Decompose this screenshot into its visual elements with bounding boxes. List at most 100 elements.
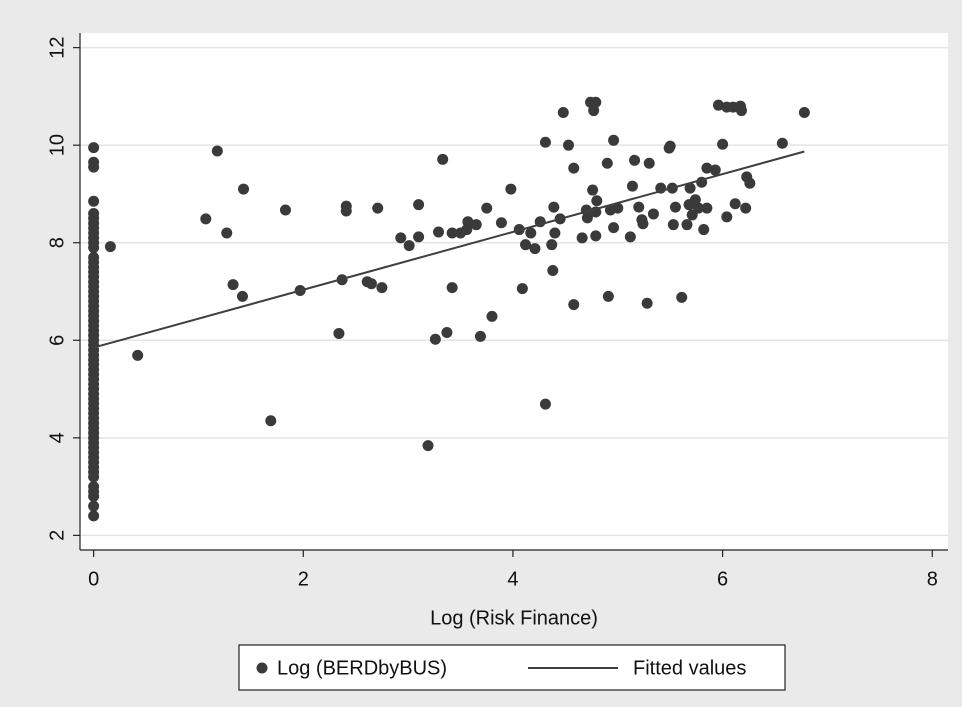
legend-label: Fitted values: [633, 657, 746, 679]
point: [520, 239, 532, 251]
point: [701, 162, 713, 174]
point: [709, 164, 721, 176]
point: [721, 211, 733, 223]
point: [539, 398, 551, 410]
x-axis-label: Log (Risk Finance): [430, 607, 598, 629]
point: [601, 157, 613, 169]
point: [340, 205, 352, 217]
point: [568, 162, 580, 174]
point: [486, 310, 498, 322]
point: [211, 145, 223, 157]
point: [701, 202, 713, 214]
point: [637, 218, 649, 230]
point: [525, 227, 537, 239]
y-tick-label: 2: [46, 530, 68, 541]
point: [608, 222, 620, 234]
point: [88, 490, 100, 502]
x-tick-label: 8: [927, 568, 938, 590]
point: [413, 199, 425, 211]
point: [776, 137, 788, 149]
point: [647, 208, 659, 220]
point: [669, 201, 681, 213]
point: [265, 415, 277, 427]
legend-box: [238, 644, 786, 691]
point: [712, 99, 724, 111]
point: [413, 231, 425, 243]
point: [626, 180, 638, 192]
y-tick-label: 12: [46, 37, 68, 59]
point: [676, 291, 688, 303]
point: [546, 239, 558, 251]
point: [624, 231, 636, 243]
point: [539, 136, 551, 148]
point: [667, 219, 679, 231]
x-tick-label: 4: [507, 568, 518, 590]
point: [481, 202, 493, 214]
point: [729, 198, 741, 210]
point: [88, 161, 100, 173]
point: [641, 297, 653, 309]
legend-label: Log (BERDbyBUS): [277, 657, 447, 679]
point: [643, 157, 655, 169]
point: [612, 202, 624, 214]
point: [236, 290, 248, 302]
fit-line: [93, 150, 805, 349]
point: [681, 219, 693, 231]
point: [689, 194, 701, 206]
point: [279, 204, 291, 216]
point: [104, 241, 116, 253]
point: [664, 140, 676, 152]
point: [200, 213, 212, 225]
point: [422, 440, 434, 452]
point: [698, 224, 710, 236]
point: [505, 183, 517, 195]
point: [88, 510, 100, 522]
point: [88, 142, 100, 154]
point: [376, 282, 388, 294]
point: [446, 282, 458, 294]
point: [591, 195, 603, 207]
point: [433, 226, 445, 238]
x-tick-label: 2: [298, 568, 309, 590]
point: [547, 265, 559, 277]
point: [548, 201, 560, 213]
point: [446, 227, 458, 239]
point: [403, 240, 415, 252]
point: [529, 243, 541, 255]
legend-marker: [256, 662, 268, 674]
point: [590, 230, 602, 242]
point: [395, 232, 407, 244]
point: [238, 183, 250, 195]
point: [333, 327, 345, 339]
point: [684, 182, 696, 194]
point: [88, 500, 100, 512]
point: [429, 333, 441, 345]
y-tick-label: 10: [46, 134, 68, 156]
point: [549, 227, 561, 239]
point: [629, 154, 641, 166]
point: [744, 177, 756, 189]
point: [88, 195, 100, 207]
point: [798, 107, 810, 119]
point: [372, 202, 384, 214]
y-tick-label: 4: [46, 432, 68, 443]
point: [563, 139, 575, 151]
point: [132, 349, 144, 361]
point: [588, 105, 600, 117]
point: [576, 232, 588, 244]
point: [516, 283, 528, 295]
point: [470, 219, 482, 231]
plot-area: [80, 33, 948, 550]
point: [474, 330, 486, 342]
point: [735, 105, 747, 117]
point: [88, 471, 100, 483]
point: [557, 107, 569, 119]
point: [441, 326, 453, 338]
point: [633, 201, 645, 213]
point: [227, 279, 239, 291]
point: [608, 134, 620, 146]
point: [740, 202, 752, 214]
x-tick-label: 6: [717, 568, 728, 590]
